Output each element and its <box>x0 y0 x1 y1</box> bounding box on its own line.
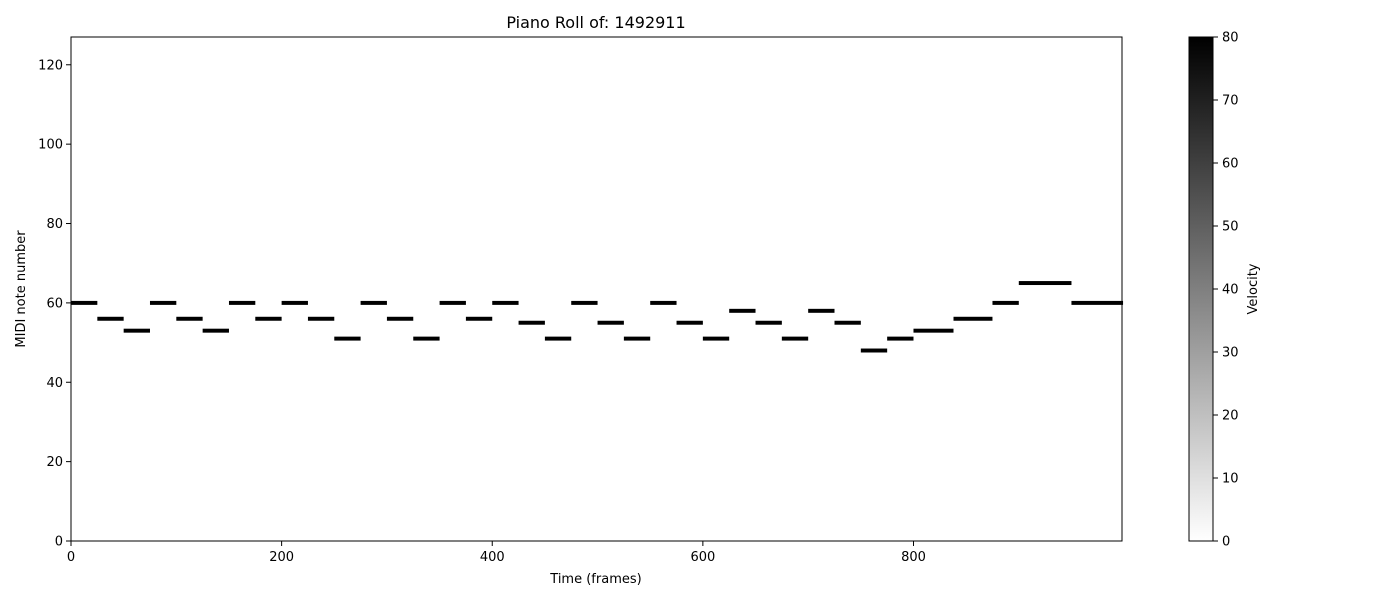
note-21 <box>623 336 651 341</box>
x-tick-label: 0 <box>67 550 75 565</box>
note-1 <box>97 316 124 321</box>
colorbar-tick-label: 0 <box>1222 535 1230 550</box>
note-25 <box>729 308 756 313</box>
note-14 <box>439 300 466 305</box>
note-23 <box>676 320 703 325</box>
colorbar-tick-label: 80 <box>1222 31 1239 46</box>
plot-area <box>71 37 1122 541</box>
note-3 <box>149 300 177 305</box>
note-31 <box>887 336 914 341</box>
y-tick-label: 120 <box>38 58 63 73</box>
plot-frame <box>70 36 1123 542</box>
note-9 <box>307 316 335 321</box>
note-34 <box>992 300 1019 305</box>
note-13 <box>413 336 440 341</box>
colorbar-tick-label: 30 <box>1222 346 1239 361</box>
note-24 <box>702 336 730 341</box>
note-5 <box>202 328 229 333</box>
note-27 <box>781 336 809 341</box>
note-32 <box>913 328 954 333</box>
note-35 <box>1018 281 1072 286</box>
colorbar-axis: 0 10 20 30 40 50 60 70 80 <box>1213 31 1239 550</box>
note-2 <box>123 328 150 333</box>
note-28 <box>808 308 835 313</box>
note-11 <box>360 300 387 305</box>
note-6 <box>228 300 256 305</box>
colorbar-tick-label: 70 <box>1222 94 1239 109</box>
note-0 <box>71 300 98 305</box>
note-8 <box>281 300 308 305</box>
x-tick-label: 400 <box>480 550 505 565</box>
colorbar-tick-label: 10 <box>1222 472 1239 487</box>
x-axis-label: Time (frames) <box>549 572 641 587</box>
x-tick-label: 200 <box>269 550 294 565</box>
colorbar-tick-label: 40 <box>1222 283 1239 298</box>
note-12 <box>386 316 414 321</box>
colorbar-tick-label: 20 <box>1222 409 1239 424</box>
note-26 <box>755 320 782 325</box>
y-tick-label: 0 <box>55 535 63 550</box>
x-tick-label: 800 <box>901 550 926 565</box>
note-20 <box>597 320 624 325</box>
note-7 <box>255 316 282 321</box>
note-30 <box>860 348 888 353</box>
note-15 <box>465 316 493 321</box>
chart-title: Piano Roll of: 1492911 <box>506 13 685 32</box>
x-axis: 0 200 400 600 800 <box>67 541 926 565</box>
note-33 <box>953 316 993 321</box>
y-tick-label: 40 <box>46 376 63 391</box>
colorbar-label: Velocity <box>1246 263 1261 314</box>
note-17 <box>518 320 545 325</box>
note-19 <box>571 300 598 305</box>
y-axis-label: MIDI note number <box>14 230 29 348</box>
note-18 <box>544 336 572 341</box>
note-16 <box>492 300 519 305</box>
note-36 <box>1071 300 1124 305</box>
y-tick-label: 60 <box>46 296 63 311</box>
note-29 <box>834 320 861 325</box>
notes-layer <box>71 281 1124 353</box>
colorbar <box>1188 36 1214 542</box>
note-22 <box>650 300 677 305</box>
note-4 <box>176 316 203 321</box>
colorbar-tick-label: 60 <box>1222 157 1239 172</box>
y-tick-label: 20 <box>46 455 63 470</box>
y-axis: 0 20 40 60 80 100 120 <box>38 58 71 550</box>
y-tick-label: 100 <box>38 138 63 153</box>
colorbar-tick-label: 50 <box>1222 220 1239 235</box>
y-tick-label: 80 <box>46 217 63 232</box>
note-10 <box>334 336 361 341</box>
x-tick-label: 600 <box>690 550 715 565</box>
